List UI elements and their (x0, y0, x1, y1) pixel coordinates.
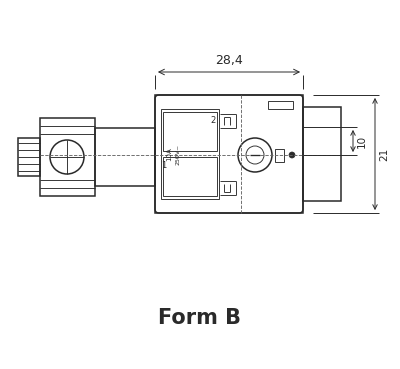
Bar (18, 138, 40, 176)
Text: 250V~: 250V~ (176, 144, 180, 165)
Bar (155, 95, 303, 213)
Text: 21: 21 (379, 147, 389, 161)
Circle shape (289, 152, 295, 158)
Bar (303, 107, 341, 201)
Text: 10A: 10A (166, 147, 172, 161)
Bar (268, 101, 293, 109)
Bar (163, 112, 217, 151)
Text: 10: 10 (357, 134, 367, 148)
Text: Form B: Form B (158, 308, 242, 328)
Bar (275, 149, 284, 162)
Bar (95, 128, 155, 186)
Bar (40, 118, 95, 196)
Text: 1: 1 (161, 161, 167, 170)
Text: 2: 2 (210, 116, 216, 125)
Text: 28,4: 28,4 (215, 54, 243, 67)
Bar (161, 109, 219, 199)
Bar (163, 157, 217, 196)
